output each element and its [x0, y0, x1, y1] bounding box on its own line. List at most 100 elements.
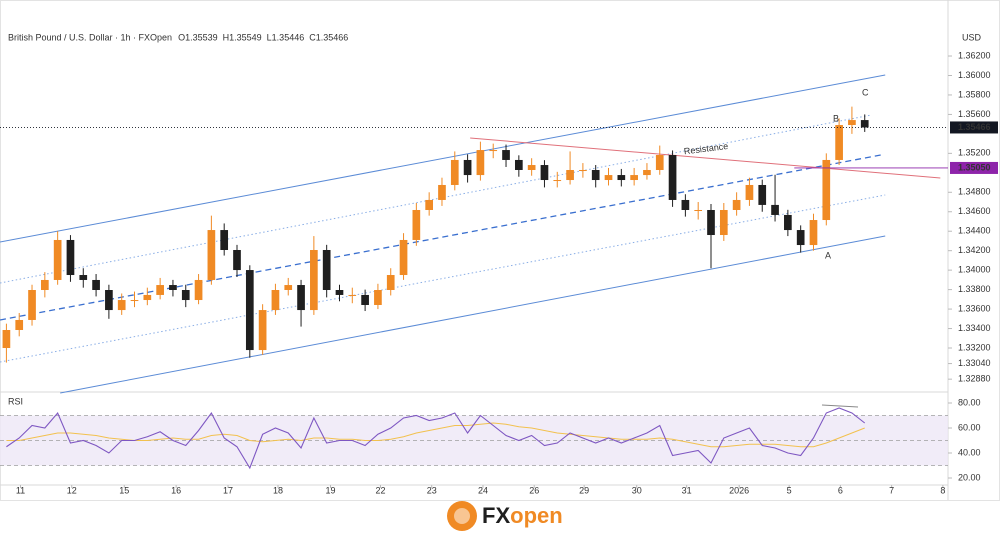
candle-body [450, 159, 459, 185]
x-tick-label: 18 [273, 485, 283, 495]
x-tick-label: 30 [632, 485, 642, 495]
candle-body [130, 300, 139, 302]
trendline [470, 137, 941, 179]
rsi-label: RSI [8, 396, 23, 406]
candle-body [630, 175, 638, 181]
y-tick-label: 1.36200 [958, 50, 991, 60]
candle-body [66, 239, 75, 276]
y-tick-label: 1.33200 [958, 342, 991, 352]
x-tick-label: 7 [889, 485, 894, 495]
candle-body [604, 175, 613, 181]
x-tick-label: 11 [16, 485, 25, 495]
candle-body [758, 184, 767, 205]
x-tick-label: 31 [682, 485, 692, 495]
y-tick-label: 1.32880 [958, 374, 991, 384]
y-tick-label: 1.35800 [958, 89, 991, 99]
rsi-ma [6, 422, 865, 448]
rsi-tick-label: 20.00 [958, 472, 981, 482]
price-tag [950, 161, 998, 174]
x-tick-label: 26 [529, 485, 539, 495]
candle-body [540, 165, 549, 181]
candle-body [156, 285, 164, 295]
x-tick-label: 8 [940, 485, 945, 495]
logo-text: FXopen [482, 503, 563, 528]
candle-body [527, 165, 536, 170]
candle-body [463, 159, 472, 176]
y-tick-label: 1.34400 [958, 226, 991, 236]
candle-body [310, 249, 318, 311]
candle-body [40, 279, 49, 290]
symbol-legend: British Pound / U.S. Dollar · 1h · FXOpe… [8, 32, 172, 42]
x-tick-label: 15 [119, 485, 129, 495]
candle-body [668, 155, 677, 200]
candle-body [822, 159, 831, 221]
divergence-line [821, 404, 859, 408]
x-tick-label: 5 [787, 485, 792, 495]
annotation: A [825, 250, 831, 260]
candle-body [15, 319, 24, 331]
candle-body [514, 159, 523, 170]
candle-body [848, 120, 856, 126]
candle-body [681, 199, 690, 210]
y-tick-label: 1.36000 [958, 70, 991, 80]
candle-body [284, 285, 293, 290]
y-tick-label: 1.33400 [958, 323, 991, 333]
candle-body [732, 199, 741, 210]
ohlc-value: O1.35539 [178, 32, 218, 42]
y-tick-label: 1.33040 [958, 358, 991, 368]
candle-body [438, 184, 446, 200]
logo-icon-inner [454, 508, 470, 524]
candle-body [181, 290, 190, 301]
x-tick-label: 6 [838, 485, 843, 495]
candle-body [143, 294, 152, 301]
candle-body [476, 150, 485, 176]
candle-body [220, 230, 229, 250]
candle-body [28, 290, 36, 320]
candle-body [489, 150, 498, 152]
y-tick-label: 1.34000 [958, 265, 991, 275]
logo-fx: FX [482, 503, 510, 528]
x-tick-label: 16 [171, 485, 181, 495]
x-tick-label: 17 [223, 485, 233, 495]
candle-body [399, 239, 408, 276]
y-tick-label: 1.34200 [958, 245, 991, 255]
y-tick-label: 1.35200 [958, 148, 991, 158]
trendline [0, 74, 886, 243]
y-tick-label: 1.33600 [958, 303, 991, 313]
candle-body [655, 155, 664, 170]
candle-body [860, 120, 869, 128]
candle-body [796, 230, 805, 246]
rsi-tick-label: 60.00 [958, 422, 981, 432]
candle-body [425, 199, 434, 210]
candle-body [348, 294, 357, 296]
candle-body [502, 150, 510, 160]
x-tick-label: 22 [375, 485, 385, 495]
x-tick-label: 24 [478, 485, 488, 495]
candle-body [643, 169, 651, 176]
candle-body [271, 290, 280, 311]
trendline [60, 235, 886, 394]
y-tick-label: 1.34800 [958, 187, 991, 197]
candle-body [835, 125, 843, 160]
ohlc-value: C1.35466 [309, 32, 348, 42]
x-tick-label: 29 [579, 485, 589, 495]
rsi-tick-label: 40.00 [958, 447, 981, 457]
candle-body [719, 209, 728, 236]
candle-body [784, 214, 792, 231]
candle-body [412, 209, 421, 240]
candle-body [79, 275, 88, 280]
y-tick-label: 1.35600 [958, 109, 991, 119]
candle-body [745, 184, 754, 200]
candle-body [694, 209, 703, 211]
x-tick-label: 19 [326, 485, 336, 495]
candle-body [258, 310, 267, 351]
candle-body [297, 285, 305, 311]
logo-open: open [510, 503, 563, 528]
candle-body [707, 209, 715, 236]
candle-body [233, 249, 241, 271]
currency-label: USD [962, 32, 982, 42]
candle-body [386, 275, 395, 290]
rsi-tick-label: 80.00 [958, 397, 981, 407]
